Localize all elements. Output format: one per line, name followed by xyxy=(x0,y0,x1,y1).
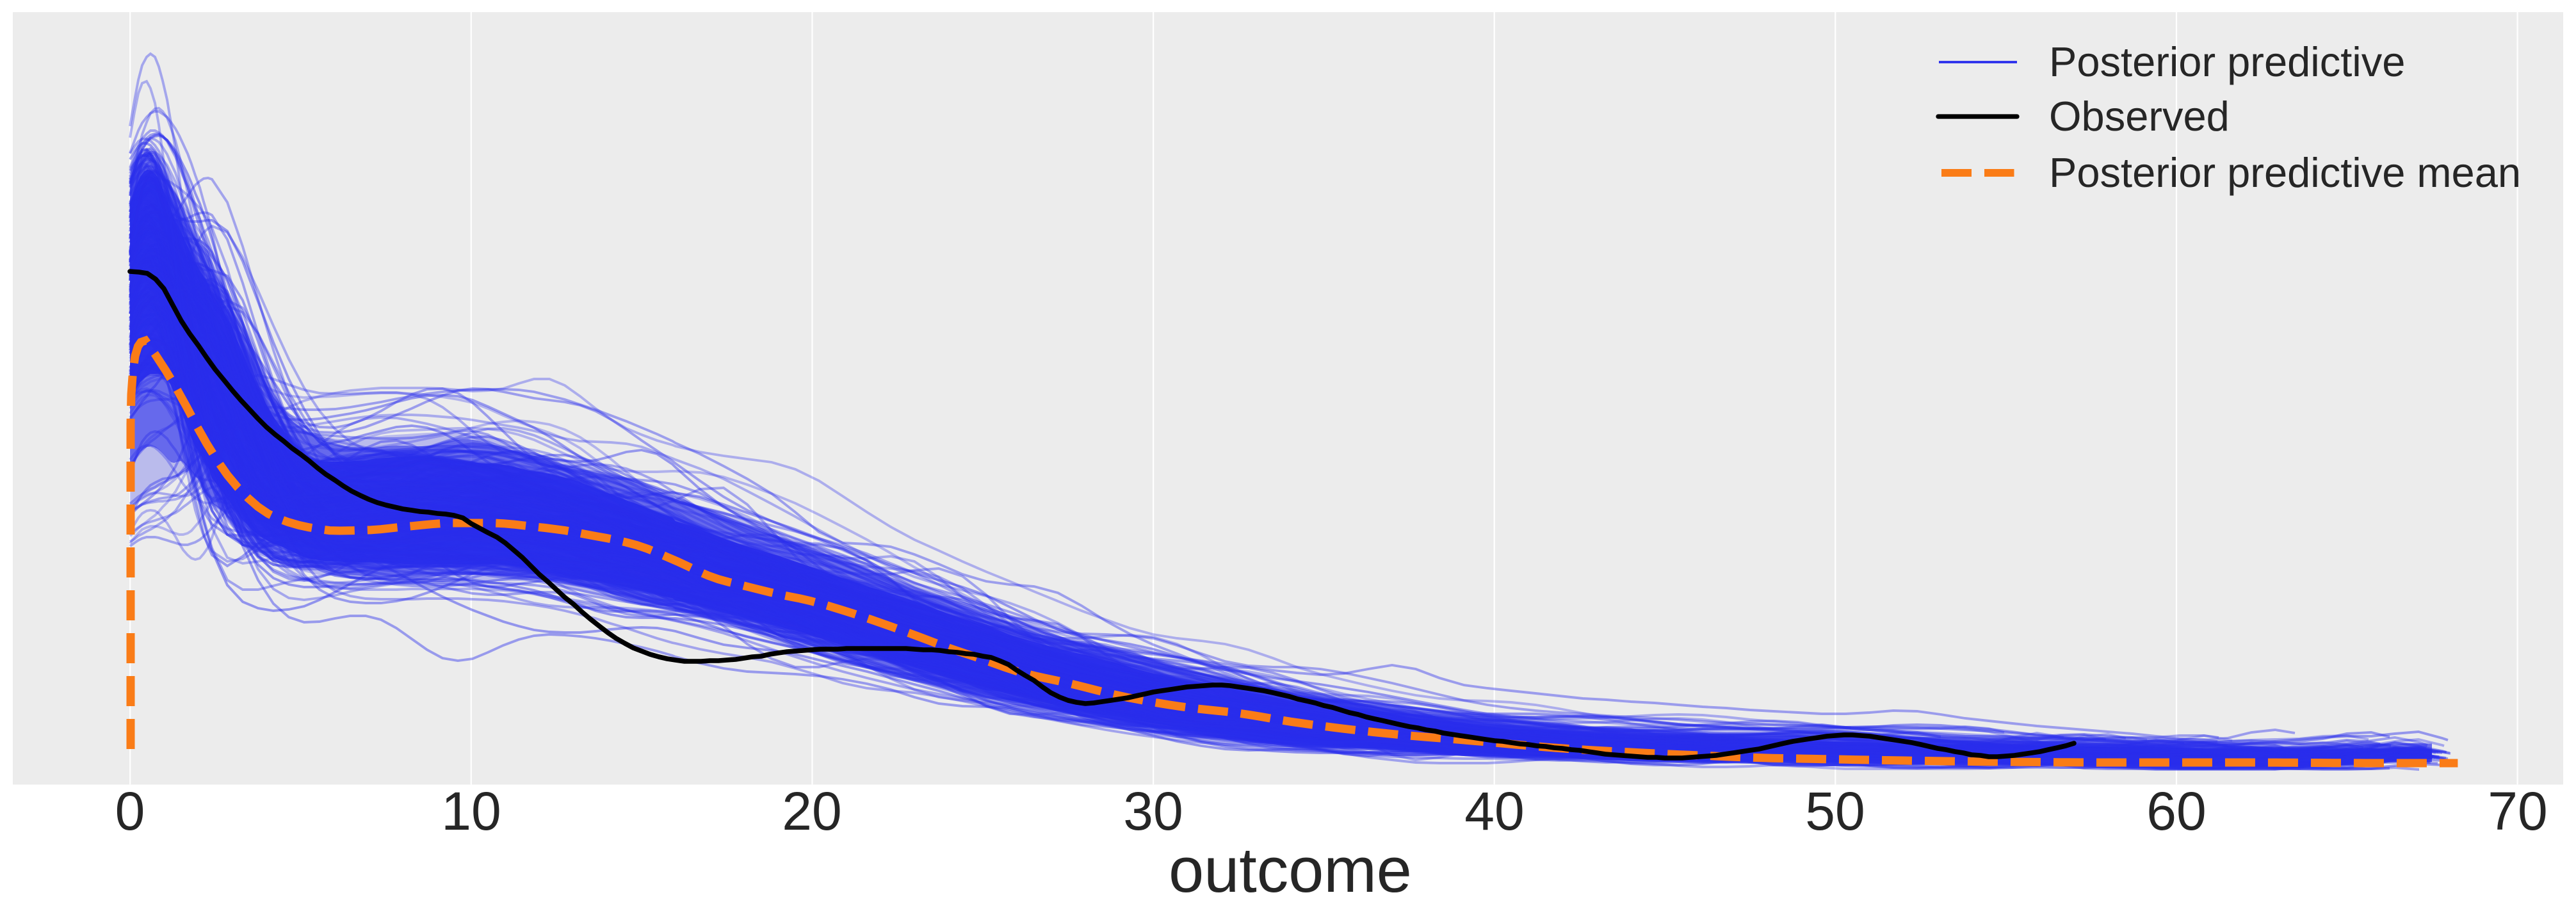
svg-text:30: 30 xyxy=(1123,781,1183,841)
svg-text:Observed: Observed xyxy=(2049,93,2230,140)
svg-text:70: 70 xyxy=(2488,781,2547,841)
svg-text:10: 10 xyxy=(441,781,501,841)
svg-text:20: 20 xyxy=(782,781,841,841)
svg-text:40: 40 xyxy=(1464,781,1524,841)
svg-text:60: 60 xyxy=(2146,781,2206,841)
svg-text:50: 50 xyxy=(1805,781,1865,841)
svg-text:0: 0 xyxy=(115,781,145,841)
svg-text:Posterior predictive: Posterior predictive xyxy=(2049,38,2405,85)
svg-text:outcome: outcome xyxy=(1169,834,1412,905)
svg-text:Posterior predictive mean: Posterior predictive mean xyxy=(2049,149,2521,196)
